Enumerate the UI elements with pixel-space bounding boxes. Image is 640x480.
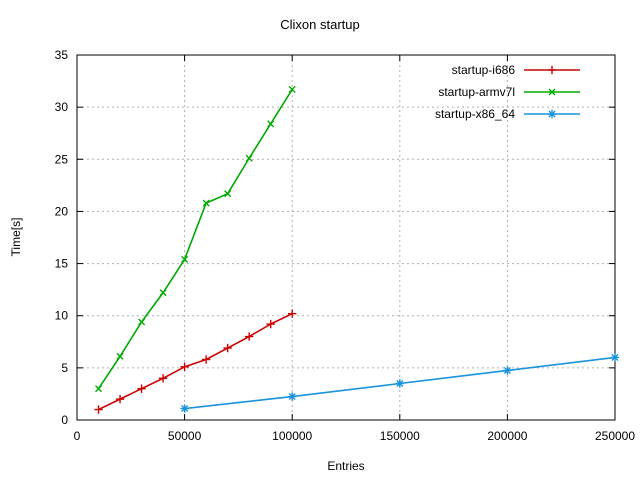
chart-title: Clixon startup [280, 17, 359, 32]
data-series-1 [95, 85, 296, 393]
data-point [181, 255, 189, 263]
data-series-0 [94, 309, 297, 414]
data-point [159, 289, 167, 297]
y-axis-label: Time[s] [9, 218, 23, 257]
y-axis-ticks: 0 5 10 15 20 25 30 35 [55, 48, 615, 427]
data-point [223, 343, 232, 353]
data-point [202, 199, 210, 207]
grid-lines [77, 55, 615, 420]
data-series-2 [180, 353, 620, 413]
data-series-layer [94, 85, 620, 414]
y-tick-label: 30 [55, 100, 69, 114]
x-tick-label: 150000 [380, 429, 420, 443]
data-point [288, 392, 297, 401]
data-point [180, 404, 189, 413]
y-tick-label: 20 [55, 204, 69, 218]
series-line [98, 312, 293, 411]
data-point [138, 318, 146, 326]
x-tick-label: 250000 [595, 429, 635, 443]
y-tick-label: 0 [61, 413, 68, 427]
chart-legend: startup-i686 startup-armv7l startup-x86_64 [435, 63, 580, 121]
y-tick-label: 35 [55, 48, 69, 62]
data-point [180, 362, 189, 372]
y-tick-label: 25 [55, 152, 69, 166]
data-point [395, 379, 404, 388]
x-tick-label: 0 [74, 429, 81, 443]
plot-border [76, 54, 616, 421]
x-tick-label: 100000 [272, 429, 312, 443]
data-point [266, 319, 275, 329]
data-point [288, 85, 296, 93]
series-line [97, 88, 293, 390]
data-point [503, 366, 512, 375]
data-point [94, 405, 103, 414]
data-point [610, 353, 620, 362]
data-point [288, 309, 297, 318]
data-point [116, 352, 124, 360]
y-tick-label: 15 [55, 257, 69, 271]
data-point [267, 120, 275, 128]
legend-marker-2 [547, 109, 557, 119]
data-point [201, 355, 211, 364]
x-tick-label: 50000 [168, 429, 202, 443]
x-axis-label: Entries [327, 459, 364, 473]
data-point [245, 154, 253, 162]
y-tick-label: 10 [55, 309, 69, 323]
legend-marker-0 [547, 65, 557, 75]
y-tick-label: 5 [61, 361, 68, 375]
data-point [95, 385, 103, 393]
legend-label-0: startup-i686 [452, 63, 516, 77]
data-point [224, 190, 232, 198]
x-tick-label: 200000 [487, 429, 527, 443]
data-point [244, 332, 254, 341]
data-point [115, 394, 125, 404]
legend-label-2: startup-x86_64 [435, 107, 515, 121]
x-axis-ticks: 0 50000 100000 150000 200000 250000 [74, 55, 635, 443]
legend-marker-1 [548, 88, 556, 96]
legend-label-1: startup-armv7l [438, 85, 515, 99]
data-point [158, 374, 168, 383]
data-point [137, 384, 146, 393]
